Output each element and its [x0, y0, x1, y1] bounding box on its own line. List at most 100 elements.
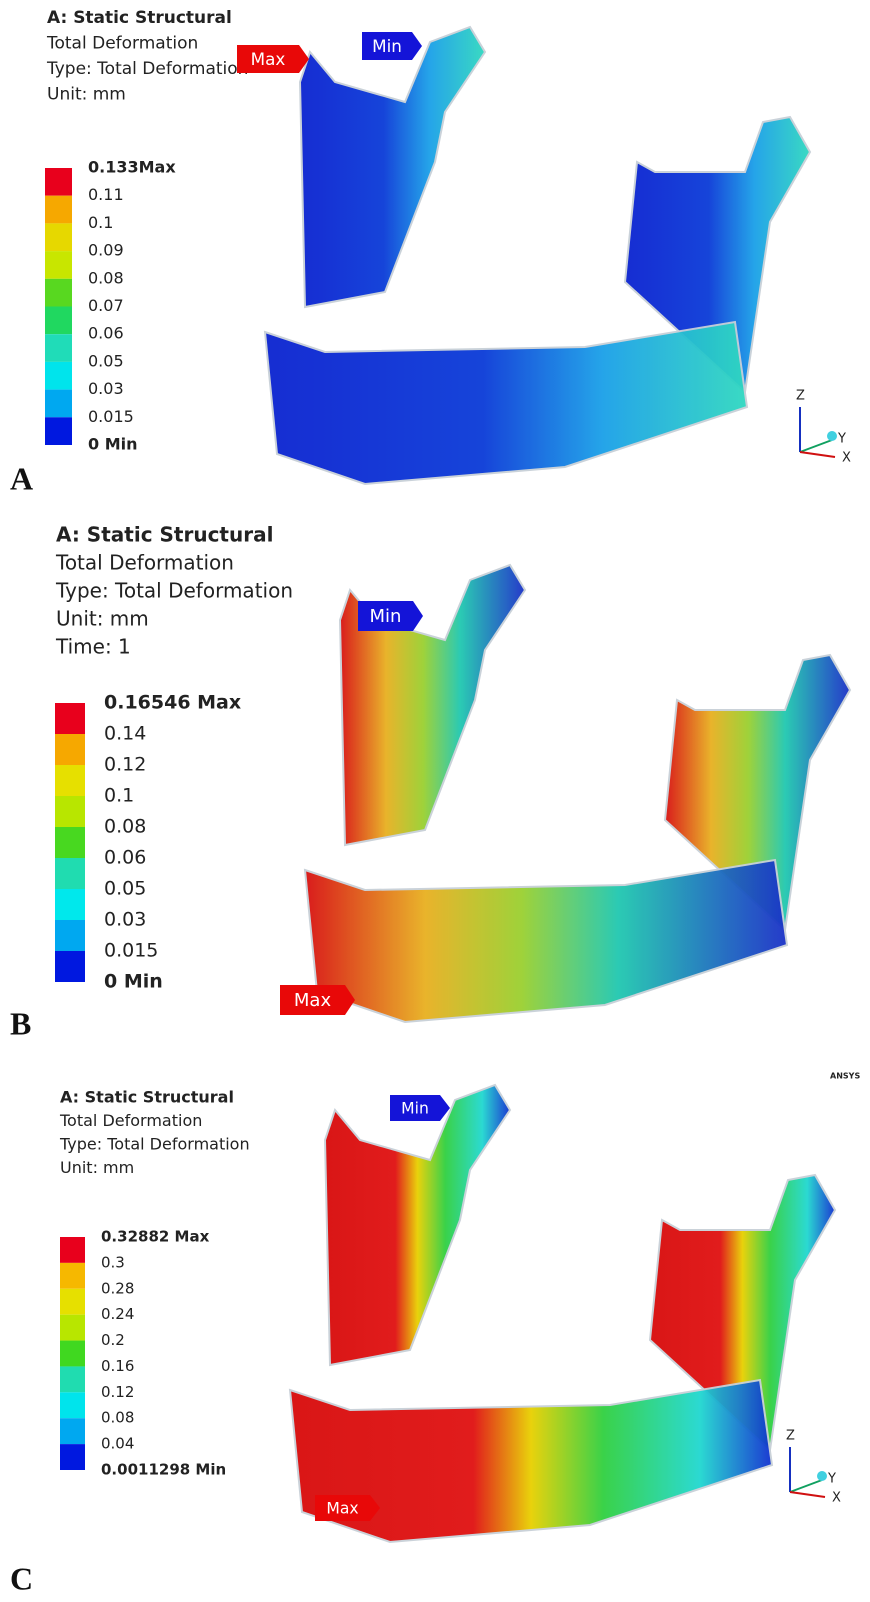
axis-y: [790, 1480, 822, 1492]
legend-swatch: [55, 734, 85, 765]
legend-label: 0.06: [104, 847, 146, 869]
min-tag-text: Min: [401, 1100, 429, 1118]
result-line: Time: 1: [55, 635, 131, 659]
legend-label: 0.16: [101, 1357, 134, 1375]
legend-label: 0.07: [88, 296, 124, 315]
result-line: Unit: mm: [47, 85, 126, 105]
legend-swatch: [45, 251, 72, 279]
legend-swatch: [55, 703, 85, 734]
legend-swatch: [60, 1444, 85, 1470]
legend-label: 0.03: [104, 909, 146, 931]
min-tag-text: Min: [370, 606, 402, 627]
bone-surface: [300, 27, 485, 307]
legend-swatch: [45, 390, 72, 418]
legend-swatch: [45, 362, 72, 390]
axis-x: [790, 1492, 825, 1497]
legend-label: 0.12: [104, 754, 146, 776]
legend-swatch: [45, 223, 72, 251]
legend-swatch: [55, 920, 85, 951]
legend-swatch: [60, 1392, 85, 1418]
figure: A: Static Structural Total Deformation Typ…: [0, 0, 870, 1602]
legend-swatch: [45, 334, 72, 362]
legend-label: 0.0011298 Min: [101, 1461, 226, 1479]
legend-swatch: [60, 1237, 85, 1263]
max-tag-text: Max: [294, 990, 332, 1011]
legend-swatch: [60, 1315, 85, 1341]
legend-swatch: [60, 1341, 85, 1367]
legend-label: 0.14: [104, 723, 146, 745]
panel: A: Static Structural Total Deformation Typ…: [10, 1072, 860, 1597]
legend-label: 0.08: [104, 816, 146, 838]
mandible: [305, 565, 850, 1022]
bone-surface: [305, 860, 787, 1022]
panel-letter: A: [10, 460, 33, 496]
legend-swatch: [60, 1289, 85, 1315]
result-line: Total Deformation: [46, 34, 198, 54]
legend-label: 0.24: [101, 1305, 134, 1323]
axis-origin: [817, 1471, 827, 1481]
legend-label: 0.03: [88, 379, 124, 398]
legend-label: 0.05: [88, 351, 124, 370]
legend-label: 0.015: [88, 407, 134, 426]
legend-swatch: [55, 951, 85, 982]
legend-label: 0.12: [101, 1383, 134, 1401]
mandible: [290, 1085, 835, 1542]
axis-origin: [827, 431, 837, 441]
legend-swatch: [45, 196, 72, 224]
axis-label: Y: [827, 1472, 836, 1487]
legend-label: 0.3: [101, 1253, 125, 1271]
result-title: A: Static Structural: [56, 523, 273, 547]
result-line: Total Deformation: [59, 1111, 202, 1130]
mandible: [265, 27, 810, 484]
axis-label: Z: [796, 389, 805, 404]
axis-label: Y: [837, 432, 846, 447]
logo: ANSYS: [830, 1072, 860, 1081]
axis-label: Z: [786, 1429, 795, 1444]
legend-swatch: [45, 279, 72, 307]
max-tag-text: Max: [326, 1500, 358, 1518]
panel-letter: B: [10, 1005, 31, 1041]
result-line: Unit: mm: [56, 607, 149, 631]
min-tag-text: Min: [372, 36, 402, 56]
result-title: A: Static Structural: [60, 1088, 234, 1107]
legend-swatch: [60, 1263, 85, 1289]
legend-label: 0.16546 Max: [104, 692, 241, 714]
legend-label: 0.09: [88, 241, 124, 260]
legend-swatch: [55, 858, 85, 889]
result-line: Type: Total Deformation: [46, 59, 248, 79]
max-tag-text: Max: [251, 49, 286, 69]
legend-label: 0.2: [101, 1331, 125, 1349]
legend-label: 0.05: [104, 878, 146, 900]
legend-label: 0.08: [88, 268, 124, 287]
legend-swatch: [45, 307, 72, 335]
panel: A: Static Structural Total Deformation Typ…: [10, 8, 851, 496]
axis-label: X: [842, 451, 851, 466]
legend-label: 0.133Max: [88, 158, 176, 177]
legend-label: 0.1: [104, 785, 134, 807]
axis-y: [800, 440, 832, 452]
legend-swatch: [55, 796, 85, 827]
bone-surface: [325, 1085, 510, 1365]
legend-swatch: [55, 827, 85, 858]
legend-label: 0.11: [88, 185, 124, 204]
result-title: A: Static Structural: [47, 8, 232, 28]
result-line: Type: Total Deformation: [59, 1135, 250, 1154]
legend-swatch: [60, 1366, 85, 1392]
axis-label: X: [832, 1491, 841, 1506]
legend-label: 0.015: [104, 940, 158, 962]
legend-label: 0 Min: [88, 435, 138, 454]
axis-x: [800, 452, 835, 457]
legend-label: 0.08: [101, 1409, 134, 1427]
panel-letter: C: [10, 1560, 33, 1596]
legend-label: 0 Min: [104, 971, 163, 993]
bone-surface: [265, 322, 747, 484]
legend-label: 0.06: [88, 324, 124, 343]
legend-swatch: [60, 1418, 85, 1444]
legend-label: 0.1: [88, 213, 113, 232]
legend-swatch: [45, 168, 72, 196]
legend-label: 0.28: [101, 1279, 134, 1297]
legend-label: 0.32882 Max: [101, 1228, 210, 1246]
legend-swatch: [55, 765, 85, 796]
legend-swatch: [55, 889, 85, 920]
